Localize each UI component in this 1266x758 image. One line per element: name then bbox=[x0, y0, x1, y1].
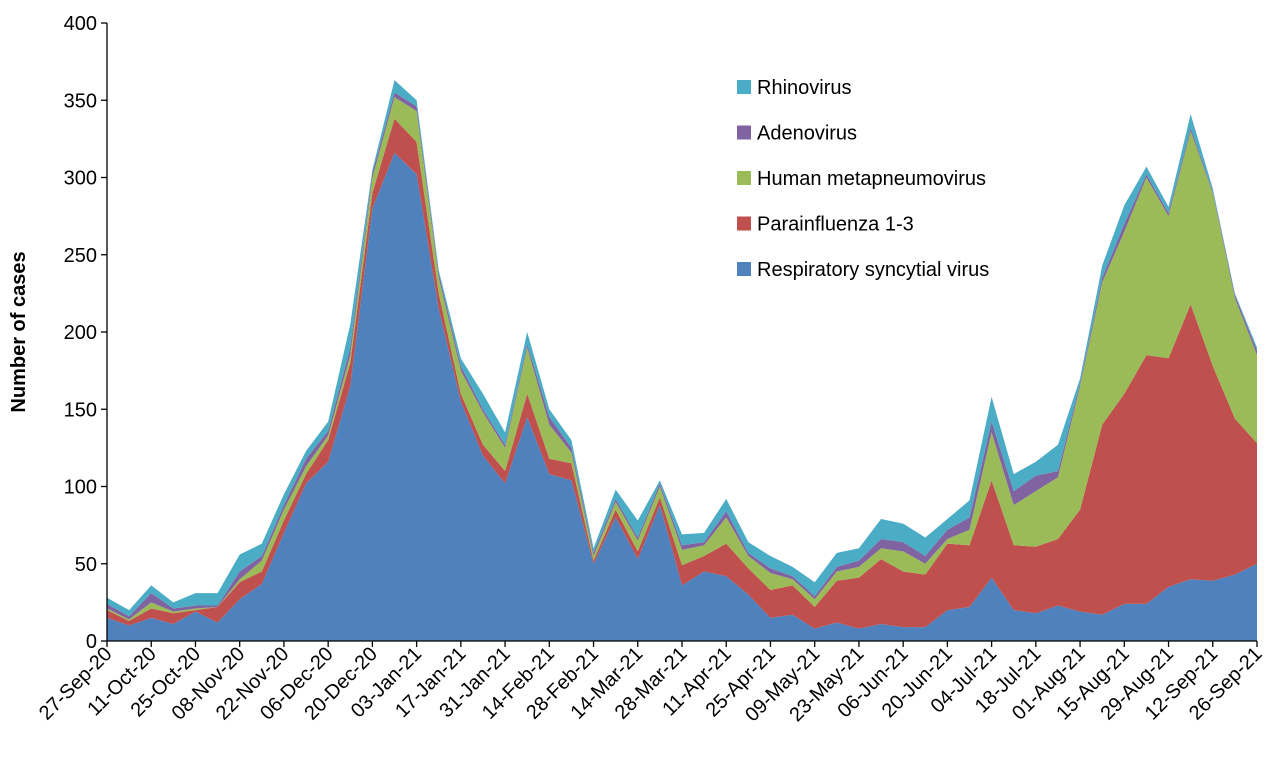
legend-label: Human metapneumovirus bbox=[757, 168, 986, 190]
y-tick-label: 100 bbox=[64, 477, 97, 499]
y-tick-label: 50 bbox=[75, 554, 97, 576]
legend-label: Parainfluenza 1-3 bbox=[757, 214, 914, 236]
legend-swatch bbox=[737, 262, 751, 276]
y-tick-label: 250 bbox=[64, 245, 97, 267]
legend-swatch bbox=[737, 216, 751, 231]
y-tick-label: 0 bbox=[86, 631, 97, 653]
legend-label: Rhinovirus bbox=[757, 77, 851, 99]
legend-label: Respiratory syncytial virus bbox=[757, 259, 989, 281]
y-tick-label: 200 bbox=[64, 322, 97, 344]
y-tick-label: 150 bbox=[64, 399, 97, 421]
y-axis-label: Number of cases bbox=[8, 251, 30, 412]
legend-swatch bbox=[737, 125, 751, 140]
y-tick-label: 400 bbox=[64, 13, 97, 35]
area bbox=[107, 118, 1257, 629]
legend-swatch bbox=[737, 171, 751, 185]
legend-swatch bbox=[737, 80, 751, 94]
y-tick-label: 300 bbox=[64, 168, 97, 190]
y-tick-label: 350 bbox=[64, 90, 97, 112]
area bbox=[107, 152, 1257, 641]
legend-label: Adenovirus bbox=[757, 123, 857, 145]
